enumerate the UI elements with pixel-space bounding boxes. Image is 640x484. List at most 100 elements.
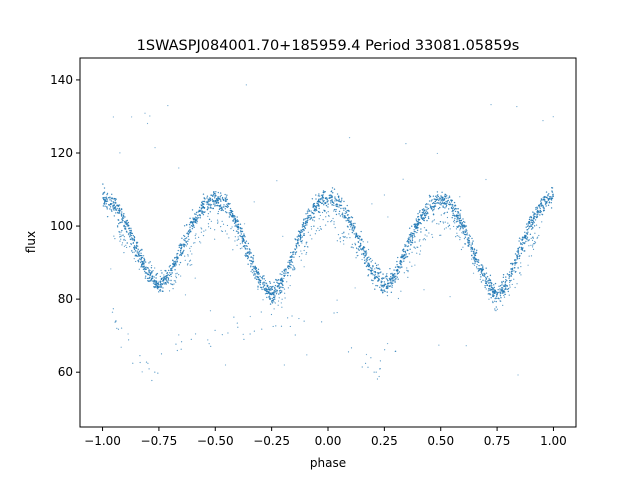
data-point (546, 200, 548, 203)
data-point (433, 219, 435, 221)
data-point (462, 226, 464, 229)
data-point (226, 198, 228, 201)
data-point (534, 212, 536, 215)
data-point (368, 259, 371, 261)
data-point (247, 256, 250, 258)
data-point (149, 261, 151, 263)
data-point (261, 328, 263, 330)
data-point (119, 236, 121, 238)
data-point (345, 210, 347, 213)
data-point (115, 201, 117, 204)
data-point (230, 210, 233, 212)
data-point (536, 237, 538, 239)
data-point (406, 267, 408, 269)
data-point (395, 275, 397, 277)
data-point (532, 248, 535, 251)
data-point (360, 230, 362, 233)
data-point (141, 371, 143, 373)
data-point (189, 264, 191, 266)
data-point (202, 200, 204, 203)
data-point (491, 285, 493, 287)
data-point (371, 203, 373, 205)
data-point (456, 232, 458, 234)
data-point (114, 238, 116, 240)
data-point (468, 241, 471, 243)
data-point (217, 210, 220, 213)
data-point (540, 200, 542, 202)
data-point (457, 210, 459, 213)
data-point (243, 234, 246, 237)
data-point (492, 295, 494, 297)
data-point (319, 214, 321, 217)
data-point (155, 274, 157, 276)
data-point (343, 243, 345, 245)
data-point (291, 256, 294, 258)
data-point (415, 225, 417, 228)
data-point (310, 217, 312, 220)
data-point (484, 284, 486, 287)
data-point (478, 264, 480, 267)
data-point (137, 248, 139, 251)
data-point (473, 264, 476, 266)
data-point (367, 275, 369, 277)
data-point (283, 288, 286, 290)
data-point (414, 231, 417, 233)
data-point (317, 210, 320, 213)
data-point (317, 200, 320, 202)
data-point (531, 225, 533, 228)
data-point (411, 239, 414, 242)
data-point (440, 202, 443, 205)
data-point (552, 194, 554, 196)
data-point (252, 260, 255, 262)
data-point (443, 212, 445, 215)
data-point (343, 200, 345, 203)
data-point (366, 256, 369, 259)
data-point (335, 210, 337, 213)
data-point (228, 216, 231, 218)
data-point (399, 261, 401, 263)
data-point (495, 297, 497, 299)
data-point (318, 229, 320, 231)
data-point (405, 254, 407, 256)
data-point (207, 339, 209, 341)
data-point (532, 222, 534, 225)
data-point (378, 279, 381, 281)
data-point (139, 249, 142, 252)
data-point (350, 220, 352, 222)
data-point (511, 270, 513, 272)
data-point (459, 213, 461, 215)
data-point (154, 286, 156, 289)
data-point (167, 278, 170, 280)
data-point (227, 202, 229, 205)
data-point (426, 208, 428, 210)
data-point (189, 259, 192, 261)
data-point (139, 355, 141, 357)
data-point (327, 206, 329, 208)
data-point (510, 275, 512, 277)
data-point (148, 272, 150, 274)
data-point (283, 269, 285, 271)
data-point (350, 347, 353, 349)
data-point (405, 143, 407, 145)
data-point (436, 152, 438, 155)
data-point (310, 228, 313, 230)
data-point (330, 190, 332, 193)
data-point (376, 276, 378, 279)
data-point (378, 267, 380, 270)
data-point (131, 239, 134, 241)
data-point (374, 273, 376, 276)
data-point (533, 214, 535, 216)
data-point (409, 238, 411, 240)
data-point (389, 279, 391, 281)
data-point (336, 193, 339, 195)
data-point (499, 293, 501, 295)
data-point (182, 243, 184, 246)
data-point (117, 328, 120, 330)
data-point (339, 241, 342, 243)
data-point (306, 220, 308, 223)
data-point (109, 208, 111, 210)
data-point (300, 259, 302, 261)
data-point (472, 256, 474, 259)
data-point (194, 217, 196, 220)
data-point (244, 248, 247, 250)
